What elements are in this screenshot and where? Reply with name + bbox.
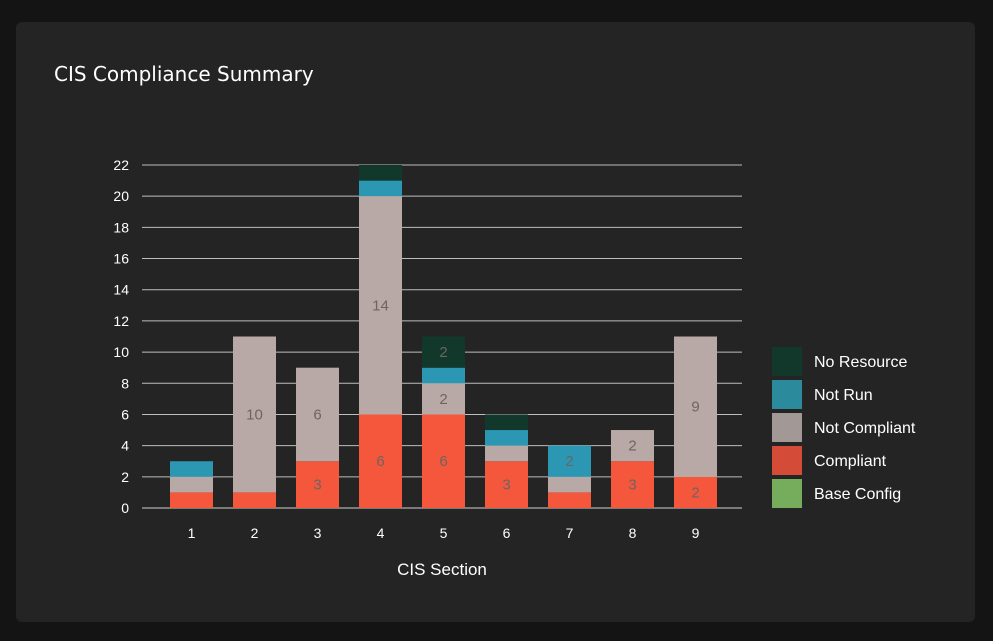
bar-segment-compliant[interactable]: [674, 476, 717, 508]
data-label: 6: [313, 406, 321, 423]
y-axis: 0 2 4 6 8 10 12 14 16 18 20 22: [113, 157, 129, 516]
y-tick-label: 4: [121, 438, 129, 454]
y-tick-label: 12: [113, 313, 129, 329]
legend-item-base-config[interactable]: Base Config: [772, 479, 901, 508]
bar-segment-not-compliant[interactable]: [611, 430, 654, 462]
bar-segment-not-compliant[interactable]: [359, 196, 402, 415]
legend-item-not-compliant[interactable]: Not Compliant: [772, 413, 916, 442]
y-tick-label: 10: [113, 344, 129, 360]
data-label: 2: [439, 391, 447, 408]
y-tick-label: 14: [113, 282, 129, 298]
x-tick-label: 9: [692, 525, 700, 541]
x-tick-label: 5: [440, 525, 448, 541]
x-tick-label: 4: [377, 525, 385, 541]
legend-item-compliant[interactable]: Compliant: [772, 446, 887, 475]
legend-label: Not Run: [814, 387, 873, 404]
legend-label: Base Config: [814, 486, 901, 503]
bar-segment-compliant[interactable]: [548, 492, 591, 508]
data-label: 6: [439, 453, 447, 470]
x-tick-label: 6: [503, 525, 511, 541]
data-label: 14: [372, 297, 389, 314]
data-labels: 10 3 6 6 14 6 2 2 3 2 3 2 2 9: [246, 297, 700, 501]
bar-segment-compliant[interactable]: [296, 461, 339, 508]
legend-item-no-resource[interactable]: No Resource: [772, 347, 907, 376]
bar-segment-not-compliant[interactable]: [485, 445, 528, 462]
y-tick-label: 22: [113, 157, 129, 173]
bar-segment-compliant[interactable]: [233, 492, 276, 508]
data-label: 9: [691, 399, 699, 416]
bar-segment-compliant[interactable]: [170, 492, 213, 508]
bar-segment-not-compliant[interactable]: [548, 476, 591, 493]
bar-segment-not-run[interactable]: [170, 461, 213, 477]
data-label: 2: [565, 453, 573, 470]
x-tick-label: 2: [251, 525, 259, 541]
legend-swatch: [772, 380, 802, 409]
bar-segment-compliant[interactable]: [485, 461, 528, 508]
bar-segment-not-compliant[interactable]: [296, 367, 339, 462]
bar-segment-not-run[interactable]: [359, 180, 402, 197]
bar-segment-compliant[interactable]: [611, 461, 654, 508]
bar-segment-not-compliant[interactable]: [233, 336, 276, 493]
bar-segment-not-compliant[interactable]: [170, 476, 213, 493]
y-tick-label: 8: [121, 375, 129, 391]
data-label: 6: [376, 453, 384, 470]
bar-segment-no-resource[interactable]: [485, 414, 528, 431]
bar-segment-not-run[interactable]: [422, 367, 465, 384]
y-tick-label: 18: [113, 219, 129, 235]
x-tick-label: 1: [188, 525, 196, 541]
data-label: 2: [628, 438, 636, 455]
y-tick-label: 0: [121, 500, 129, 516]
x-tick-label: 3: [314, 525, 322, 541]
legend-swatch: [772, 446, 802, 475]
bar-segment-not-run[interactable]: [485, 430, 528, 446]
legend-label: Compliant: [814, 453, 887, 470]
data-label: 2: [691, 484, 699, 501]
bar-segment-not-compliant[interactable]: [422, 383, 465, 415]
y-tick-label: 2: [121, 469, 129, 485]
x-axis-title: CIS Section: [397, 560, 487, 579]
x-tick-label: 7: [566, 525, 574, 541]
bar-segment-not-compliant[interactable]: [674, 336, 717, 477]
data-label: 2: [439, 344, 447, 361]
data-label: 3: [628, 477, 636, 494]
bar-segment-no-resource[interactable]: [359, 165, 402, 181]
bar-segment-compliant[interactable]: [359, 414, 402, 508]
bar-segment-compliant[interactable]: [422, 414, 465, 508]
bar-segment-no-resource[interactable]: [422, 336, 465, 368]
legend-item-not-run[interactable]: Not Run: [772, 380, 873, 409]
legend: No Resource Not Run Not Compliant Compliant…: [772, 347, 916, 508]
chart-title: CIS Compliance Summary: [54, 62, 314, 86]
y-tick-label: 20: [113, 188, 129, 204]
data-label: 3: [502, 477, 510, 494]
y-tick-label: 6: [121, 406, 129, 422]
data-label: 3: [313, 477, 321, 494]
legend-swatch: [772, 347, 802, 376]
x-tick-label: 8: [629, 525, 637, 541]
x-axis: 1 2 3 4 5 6 7 8 9: [188, 525, 700, 541]
legend-swatch: [772, 479, 802, 508]
data-label: 10: [246, 406, 263, 423]
legend-swatch: [772, 413, 802, 442]
bars: [170, 165, 717, 508]
legend-label: Not Compliant: [814, 420, 916, 437]
bar-segment-not-run[interactable]: [548, 445, 591, 477]
legend-label: No Resource: [814, 354, 907, 371]
y-tick-label: 16: [113, 251, 129, 267]
chart-card: CIS Compliance Summary: [16, 22, 975, 622]
